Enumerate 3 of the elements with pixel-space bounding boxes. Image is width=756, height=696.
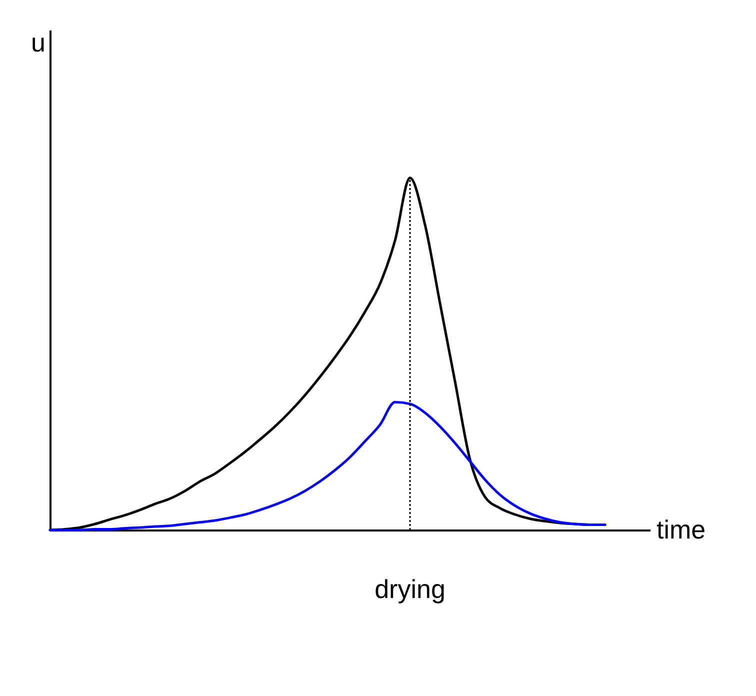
x-axis-title: time — [656, 514, 706, 544]
y-axis-title: u — [31, 28, 46, 58]
text: drying — [374, 574, 446, 604]
